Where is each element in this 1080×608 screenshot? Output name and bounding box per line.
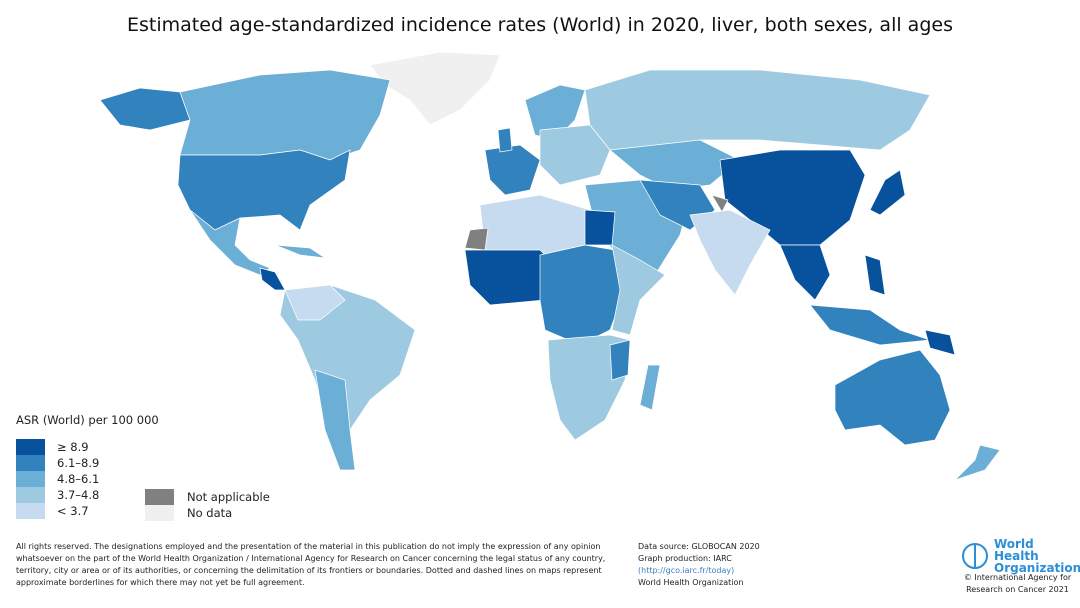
region-southeast-asia [779, 244, 831, 301]
who-emblem-icon [962, 543, 988, 569]
region-india [689, 209, 771, 296]
region-central-america [259, 267, 286, 291]
legend-label: 6.1–8.9 [57, 456, 100, 470]
region-south-america-north [284, 284, 346, 321]
who-logo-text: World Health Organization [994, 537, 1080, 575]
legend-label-no-data: No data [187, 506, 233, 520]
region-central-asia [609, 139, 741, 191]
region-north-africa [479, 194, 591, 256]
region-greenland [369, 51, 501, 126]
region-caribbean [274, 244, 326, 259]
region-russia [584, 69, 931, 151]
map-title: Estimated age-standardized incidence rat… [127, 14, 953, 36]
legend-label: 3.7–4.8 [57, 488, 100, 502]
gco-link[interactable]: (http://gco.iarc.fr/today) [638, 566, 735, 575]
graph-production: Graph production: IARC [638, 554, 732, 563]
legend-swatch-no-data [145, 505, 174, 521]
region-europe-west [484, 144, 541, 196]
region-southern-africa [547, 334, 631, 441]
organization: World Health Organization [638, 578, 744, 587]
region-papua-new-guinea [924, 329, 956, 356]
region-east-africa [611, 244, 666, 336]
legend: ASR (World) per 100 000 [16, 413, 159, 427]
legend-swatch [16, 487, 45, 503]
region-indonesia [809, 304, 931, 346]
region-western-sahara [464, 227, 489, 251]
region-japan [869, 169, 906, 216]
legend-swatch [16, 503, 45, 519]
disclaimer: All rights reserved. The designations em… [16, 542, 606, 587]
legend-label: 4.8–6.1 [57, 472, 100, 486]
legend-swatch-not-applicable [145, 489, 174, 505]
region-scandinavia [524, 84, 586, 141]
region-mexico [189, 209, 271, 276]
region-britain [497, 127, 513, 153]
legend-label: < 3.7 [57, 504, 89, 518]
region-china [719, 149, 866, 246]
region-egypt [584, 209, 616, 246]
copyright: © International Agency for Research on C… [963, 573, 1072, 594]
data-source: Data source: GLOBOCAN 2020 [638, 542, 760, 551]
region-central-africa [539, 244, 626, 346]
legend-label: ≥ 8.9 [57, 440, 89, 454]
region-alaska [99, 87, 191, 131]
legend-swatch [16, 471, 45, 487]
who-logo: World Health Organization [960, 537, 1080, 575]
legend-label-not-applicable: Not applicable [187, 490, 270, 504]
region-new-zealand [954, 444, 1001, 481]
region-philippines [864, 254, 886, 296]
region-mozambique [609, 339, 631, 381]
region-kashmir [711, 194, 729, 213]
region-canada [179, 69, 391, 161]
region-australia [834, 349, 951, 446]
legend-swatch [16, 439, 45, 455]
region-madagascar [639, 364, 661, 411]
region-chile-argentina [314, 369, 356, 471]
region-usa [177, 149, 351, 231]
legend-swatch [16, 455, 45, 471]
legend-title: ASR (World) per 100 000 [16, 413, 159, 427]
